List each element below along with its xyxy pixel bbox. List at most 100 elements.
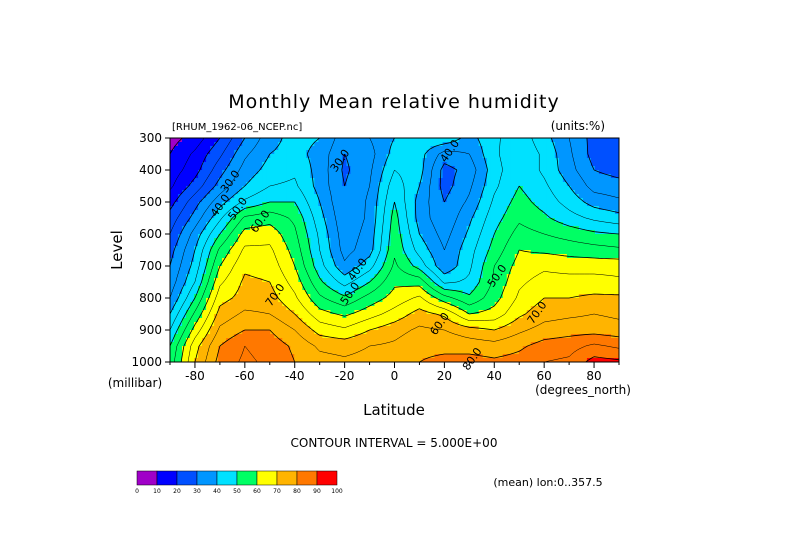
contour-cell	[570, 294, 576, 299]
contour-cell	[418, 298, 424, 303]
contour-cell	[518, 230, 524, 235]
contour-cell	[582, 206, 588, 211]
contour-cell	[222, 266, 227, 271]
contour-cell	[530, 246, 536, 251]
contour-cell	[334, 242, 339, 247]
contour-cell	[306, 298, 311, 303]
contour-cell	[414, 314, 420, 319]
contour-cell	[246, 306, 251, 311]
contour-cell	[334, 226, 339, 231]
contour-cell	[458, 262, 464, 267]
contour-cell	[590, 138, 596, 143]
contour-cell	[230, 270, 235, 275]
contour-cell	[526, 210, 532, 215]
contour-cell	[318, 150, 323, 155]
contour-cell	[274, 250, 279, 255]
contour-cell	[450, 262, 456, 267]
contour-cell	[302, 250, 307, 255]
contour-cell	[370, 218, 376, 223]
contour-cell	[170, 294, 175, 299]
contour-cell	[234, 210, 239, 215]
contour-cell	[222, 294, 227, 299]
contour-cell	[414, 166, 420, 171]
contour-cell	[294, 274, 299, 279]
contour-cell	[410, 222, 416, 227]
contour-cell	[498, 238, 504, 243]
contour-cell	[562, 170, 568, 175]
contour-cell	[334, 254, 339, 259]
contour-cell	[178, 226, 183, 231]
contour-cell	[270, 270, 275, 275]
contour-cell	[598, 266, 604, 271]
contour-cell	[442, 202, 448, 207]
contour-cell	[354, 306, 360, 311]
contour-cell	[390, 142, 396, 147]
contour-cell	[510, 158, 516, 163]
contour-cell	[414, 146, 420, 151]
contour-cell	[390, 186, 396, 191]
contour-cell	[262, 182, 267, 187]
contour-cell	[430, 262, 436, 267]
contour-cell	[282, 178, 287, 183]
contour-cell	[602, 178, 608, 183]
contour-cell	[298, 170, 303, 175]
contour-cell	[358, 194, 364, 199]
contour-cell	[326, 302, 331, 307]
contour-cell	[294, 254, 299, 259]
contour-cell	[502, 182, 508, 187]
contour-cell	[350, 146, 356, 151]
contour-cell	[422, 254, 428, 259]
contour-cell	[378, 294, 384, 299]
contour-cell	[450, 154, 456, 159]
contour-cell	[530, 194, 536, 199]
contour-cell	[194, 158, 199, 163]
contour-cell	[334, 182, 339, 187]
contour-cell	[406, 218, 412, 223]
contour-cell	[534, 150, 540, 155]
contour-cell	[302, 298, 307, 303]
contour-cell	[286, 302, 291, 307]
contour-cell	[490, 146, 496, 151]
contour-cell	[586, 218, 592, 223]
contour-cell	[450, 238, 456, 243]
contour-cell	[202, 178, 207, 183]
contour-cell	[318, 290, 323, 295]
contour-cell	[454, 218, 460, 223]
contour-cell	[354, 282, 360, 287]
contour-cell	[286, 218, 291, 223]
contour-cell	[578, 294, 584, 299]
contour-cell	[598, 210, 604, 215]
contour-cell	[270, 306, 275, 311]
contour-cell	[498, 290, 504, 295]
contour-cell	[250, 146, 255, 151]
contour-cell	[218, 146, 223, 151]
contour-cell	[358, 266, 364, 271]
contour-cell	[490, 242, 496, 247]
contour-cell	[242, 234, 247, 239]
contour-cell	[218, 310, 223, 315]
contour-cell	[346, 138, 351, 143]
contour-cell	[170, 150, 175, 155]
contour-cell	[522, 154, 528, 159]
contour-cell	[602, 290, 608, 295]
contour-cell	[518, 262, 524, 267]
contour-cell	[190, 222, 195, 227]
contour-cell	[294, 186, 299, 191]
contour-cell	[290, 154, 295, 159]
contour-cell	[402, 294, 408, 299]
contour-cell	[586, 242, 592, 247]
contour-cell	[530, 238, 536, 243]
contour-cell	[410, 142, 416, 147]
contour-cell	[470, 178, 476, 183]
contour-cell	[322, 222, 327, 227]
contour-cell	[258, 150, 263, 155]
contour-cell	[602, 162, 608, 167]
contour-cell	[402, 282, 408, 287]
contour-cell	[318, 210, 323, 215]
contour-cell	[546, 182, 552, 187]
contour-cell	[330, 214, 335, 219]
contour-cell	[378, 282, 384, 287]
contour-cell	[258, 306, 263, 311]
contour-cell	[246, 234, 251, 239]
contour-cell	[286, 202, 291, 207]
